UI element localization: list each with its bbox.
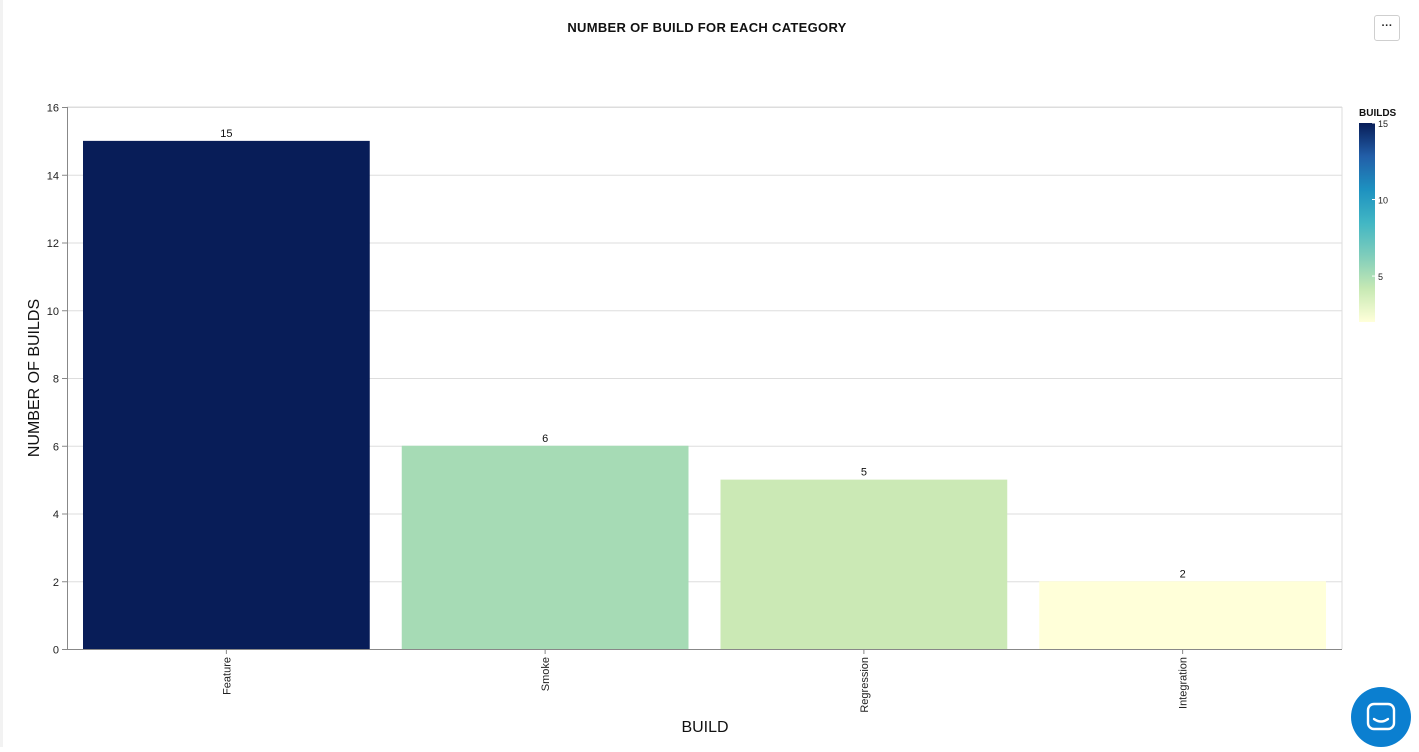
chat-icon bbox=[1366, 702, 1396, 731]
bar-integration[interactable] bbox=[1039, 581, 1326, 649]
y-tick-label: 8 bbox=[53, 374, 59, 386]
x-axis-label: BUILD bbox=[681, 719, 728, 736]
y-tick-label: 4 bbox=[53, 509, 59, 521]
y-tick-label: 12 bbox=[47, 238, 59, 250]
y-tick-label: 6 bbox=[53, 441, 59, 453]
bar-regression[interactable] bbox=[720, 479, 1008, 649]
data-label: 15 bbox=[220, 128, 232, 140]
x-axis: Feature Smoke Regression Integration bbox=[67, 649, 1342, 713]
x-tick-label: Regression bbox=[859, 657, 871, 713]
y-tick-label: 10 bbox=[47, 306, 59, 318]
bars: 15 6 5 2 bbox=[83, 128, 1326, 649]
y-axis: 0 2 4 6 8 10 12 14 16 bbox=[47, 103, 68, 657]
bar-smoke[interactable] bbox=[401, 445, 689, 649]
y-tick-label: 16 bbox=[47, 103, 59, 115]
panel-edge bbox=[0, 0, 3, 747]
bar-feature[interactable] bbox=[83, 140, 370, 649]
y-axis-label: NUMBER OF BUILDS bbox=[26, 299, 43, 457]
data-label: 2 bbox=[1180, 568, 1186, 580]
data-label: 6 bbox=[542, 433, 548, 445]
legend-tick-label: 15 bbox=[1378, 119, 1388, 129]
data-label: 5 bbox=[861, 467, 867, 479]
chart-menu-button[interactable]: ··· bbox=[1374, 15, 1400, 41]
x-tick-label: Feature bbox=[221, 657, 233, 695]
x-tick-label: Integration bbox=[1178, 657, 1190, 709]
y-tick-label: 0 bbox=[53, 645, 59, 657]
chat-button[interactable] bbox=[1351, 687, 1411, 747]
legend-tick-label: 10 bbox=[1378, 196, 1388, 206]
legend-gradient-bar bbox=[1359, 123, 1375, 322]
chart-title: NUMBER OF BUILD FOR EACH CATEGORY bbox=[567, 20, 847, 35]
y-tick-label: 14 bbox=[47, 170, 59, 182]
x-tick-label: Smoke bbox=[540, 657, 552, 691]
legend-tick-label: 5 bbox=[1378, 272, 1383, 282]
legend-title: BUILDS bbox=[1359, 108, 1397, 119]
y-tick-label: 2 bbox=[53, 577, 59, 589]
